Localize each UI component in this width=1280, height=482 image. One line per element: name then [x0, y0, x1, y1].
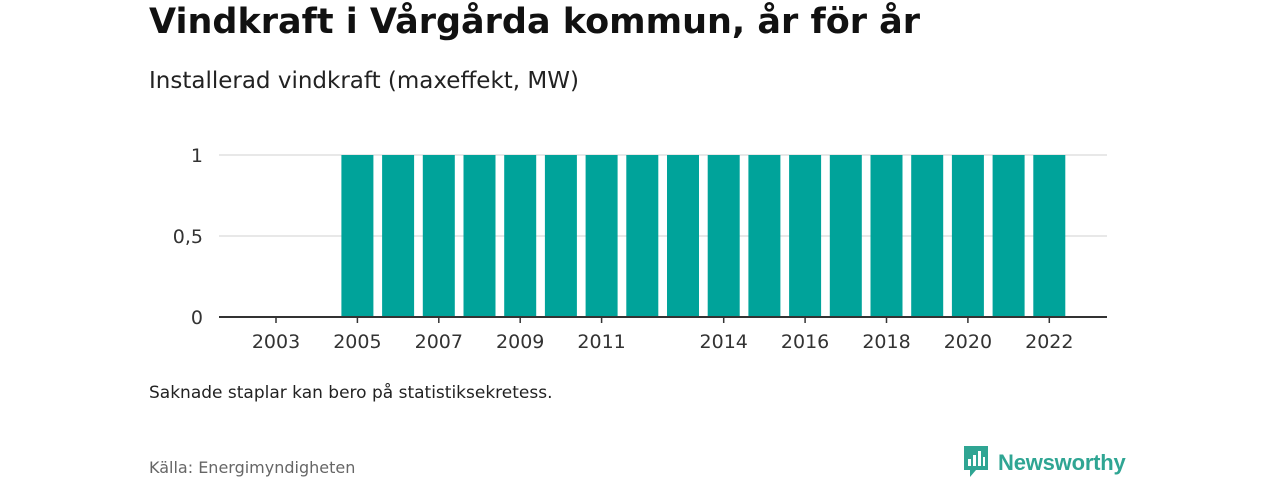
x-tick-label: 2005	[333, 331, 381, 353]
bar-2022	[1033, 155, 1066, 317]
bars	[341, 155, 1066, 317]
bar-2021	[992, 155, 1025, 317]
bar-2010	[544, 155, 577, 317]
bar-2017	[829, 155, 862, 317]
x-axis: 2003 2005 2007 2009 2011 2014 2016 2018 2020 2022	[219, 316, 1107, 353]
bar-2013	[667, 155, 699, 317]
bar-2006	[382, 155, 415, 317]
brand-logo[interactable]: Newsworthy	[962, 446, 1126, 480]
bar-2009	[504, 155, 537, 317]
bar-2018	[870, 155, 903, 317]
bar-2016	[789, 155, 822, 317]
x-tick-label: 2016	[781, 331, 829, 353]
chart-subtitle: Installerad vindkraft (maxeffekt, MW)	[149, 68, 579, 94]
bar-2014	[707, 155, 740, 317]
y-tick-label: 0	[191, 307, 203, 329]
x-tick-label: 2011	[577, 331, 625, 353]
footnote: Saknade staplar kan bero på statistiksek…	[149, 383, 553, 403]
y-axis-ticks: 00,51	[173, 145, 203, 329]
chart-title: Vindkraft i Vårgårda kommun, år för år	[149, 2, 921, 42]
x-tick-label: 2009	[496, 331, 544, 353]
bar-2020	[951, 155, 984, 317]
bar-2007	[422, 155, 455, 317]
y-tick-label: 0,5	[173, 226, 203, 248]
y-tick-label: 1	[191, 145, 203, 167]
x-tick-label: 2022	[1025, 331, 1073, 353]
x-tick-label: 2014	[700, 331, 748, 353]
bar-2008	[463, 155, 496, 317]
x-tick-label: 2018	[862, 331, 910, 353]
x-tick-label: 2003	[252, 331, 300, 353]
bar-2019	[911, 155, 944, 317]
bar-2012	[626, 155, 659, 317]
bar-2005	[341, 155, 374, 317]
bar-chart: 00,51 2003 2005 2007 2009 2011 2014 2016 2018 20…	[173, 145, 1107, 353]
x-tick-label: 2020	[944, 331, 992, 353]
brand-name: Newsworthy	[998, 450, 1126, 475]
bar-2015	[748, 155, 781, 317]
newsworthy-logo-icon	[962, 444, 990, 482]
source-text: Källa: Energimyndigheten	[149, 458, 356, 477]
x-tick-label: 2007	[415, 331, 463, 353]
bar-2011	[585, 155, 618, 317]
